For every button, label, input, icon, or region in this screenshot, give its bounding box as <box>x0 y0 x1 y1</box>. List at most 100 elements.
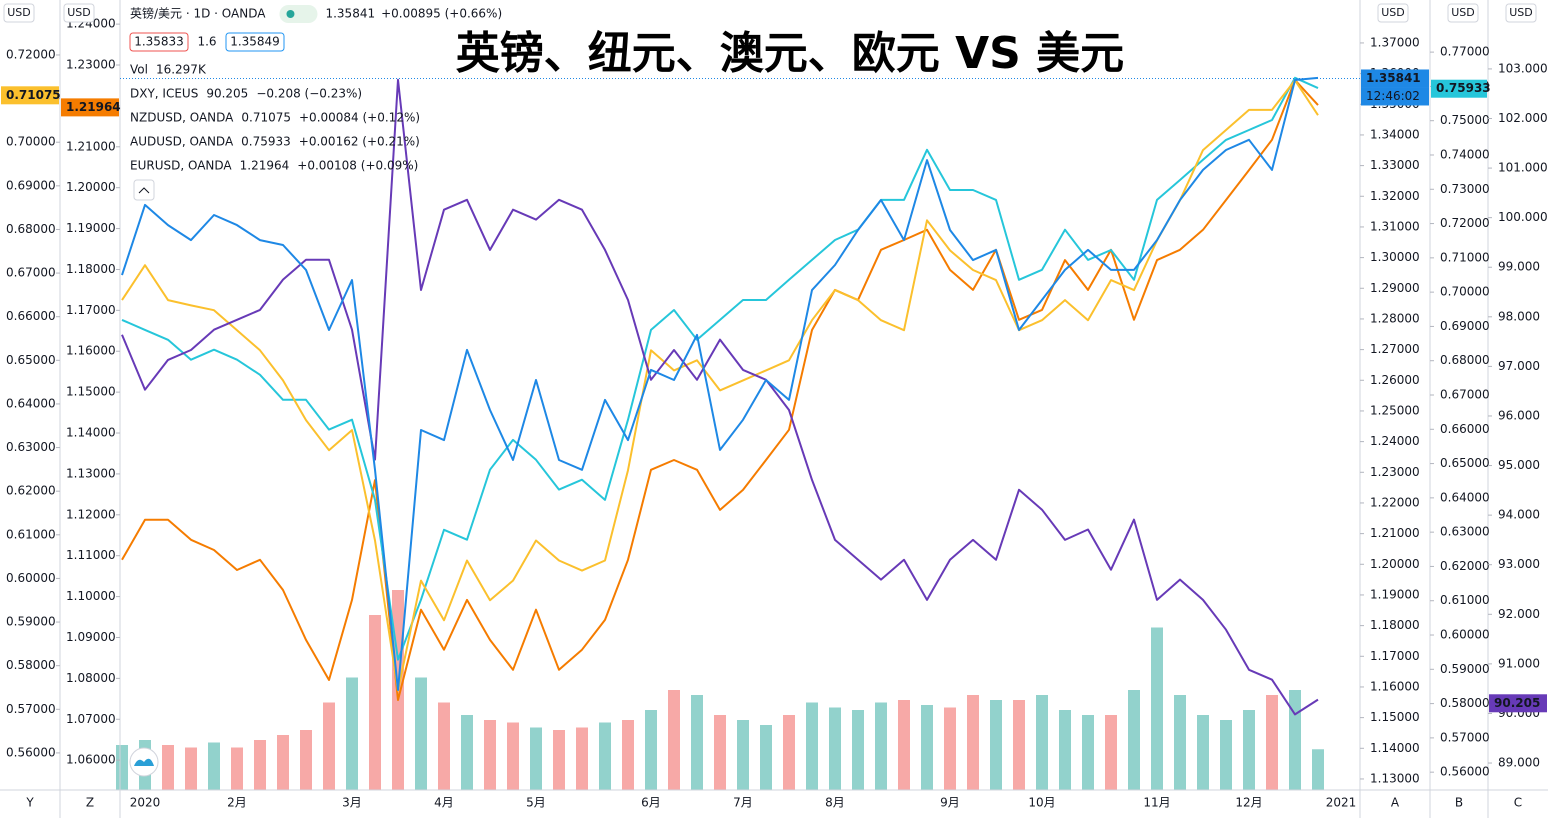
price-label-bg <box>1 86 59 105</box>
x-tick-label: 2020 <box>130 796 161 810</box>
y-tick-label: 0.72000 <box>1440 216 1490 230</box>
volume-bar <box>921 705 933 790</box>
y-tick-label: 1.18000 <box>1370 618 1420 632</box>
volume-layer <box>116 590 1324 790</box>
series-line <box>121 79 1319 701</box>
y-tick-label: 1.23000 <box>66 58 116 72</box>
y-tick-label: 1.37000 <box>1370 35 1420 49</box>
countdown-bg <box>1361 87 1429 106</box>
legend-name: 英镑/美元 · 1D · OANDA <box>130 6 266 21</box>
x-tick-label: 11月 <box>1143 796 1170 810</box>
y-tick-label: 1.17000 <box>66 303 116 317</box>
y-tick-label: 89.000 <box>1498 756 1540 770</box>
price-label-bg <box>1489 694 1547 713</box>
volume-bar <box>691 695 703 790</box>
y-tick-label: 1.33000 <box>1370 158 1420 172</box>
y-tick-label: 0.71000 <box>1440 250 1490 264</box>
legend-value: 0.71075 <box>241 111 291 125</box>
volume-bar <box>645 710 657 790</box>
y-tick-label: 96.000 <box>1498 408 1540 422</box>
y-tick-label: 1.23000 <box>1370 465 1420 479</box>
y-tick-label: 0.74000 <box>1440 147 1490 161</box>
y-tick-label: 95.000 <box>1498 458 1540 472</box>
y-tick-label: 101.000 <box>1498 161 1548 175</box>
legend-change: +0.00108 (+0.09%) <box>297 159 418 173</box>
status-dot <box>286 10 295 18</box>
bid: 1.35833 <box>134 35 184 49</box>
y-tick-label: 1.30000 <box>1370 250 1420 264</box>
volume-bar <box>1220 720 1232 790</box>
y-tick-label: 97.000 <box>1498 359 1540 373</box>
axis-id: B <box>1455 796 1463 810</box>
volume-bar <box>760 725 772 790</box>
y-tick-label: 0.62000 <box>6 484 56 498</box>
series-line <box>121 79 1319 692</box>
axis-unit: USD <box>7 6 31 19</box>
y-tick-label: 0.62000 <box>1440 559 1490 573</box>
y-tick-label: 1.27000 <box>1370 342 1420 356</box>
y-tick-label: 0.60000 <box>6 571 56 585</box>
y-tick-label: 0.65000 <box>6 353 56 367</box>
y-tick-label: 1.25000 <box>1370 403 1420 417</box>
volume-bar <box>1036 695 1048 790</box>
volume-bar <box>1151 627 1163 790</box>
volume-bar <box>852 710 864 790</box>
y-tick-label: 0.64000 <box>1440 490 1490 504</box>
y-tick-label: 0.66000 <box>1440 422 1490 436</box>
chart-title: 英镑、纽元、澳元、欧元 VS 美元 <box>456 28 1124 79</box>
price-label: 1.21964 <box>66 100 121 114</box>
legend-change: +0.00162 (+0.21%) <box>299 135 420 149</box>
y-tick-label: 0.64000 <box>6 396 56 410</box>
volume-bar <box>737 720 749 790</box>
spread: 1.6 <box>197 35 216 49</box>
y-tick-label: 0.57000 <box>1440 730 1490 744</box>
y-tick-label: 0.72000 <box>6 47 56 61</box>
axis-id: C <box>1514 796 1522 810</box>
volume-bar <box>208 742 220 790</box>
axis-id: Y <box>25 796 34 810</box>
axes-layer: 2020 2月 3月 4月 5月 6月 7月 8月 9月 10月 11月 12月 2021 0.56000… <box>1 3 1548 810</box>
volume-bar <box>967 695 979 790</box>
y-tick-label: 1.29000 <box>1370 281 1420 295</box>
volume-bar <box>1082 715 1094 790</box>
y-tick-label: 1.21000 <box>66 139 116 153</box>
y-tick-label: 0.70000 <box>1440 285 1490 299</box>
volume-bar <box>1312 749 1324 790</box>
x-tick-label: 2021 <box>1326 796 1357 810</box>
x-tick-label: 8月 <box>825 796 845 810</box>
volume-bar <box>783 715 795 790</box>
y-tick-label: 1.32000 <box>1370 189 1420 203</box>
volume-bar <box>530 727 542 790</box>
volume-bar <box>875 702 887 790</box>
axis-unit-box <box>1447 3 1479 23</box>
legend-value: 0.75933 <box>241 135 291 149</box>
y-tick-label: 1.14000 <box>66 426 116 440</box>
volume-bar <box>1105 715 1117 790</box>
y-tick-label: 1.19000 <box>1370 587 1420 601</box>
y-tick-label: 1.19000 <box>66 221 116 235</box>
y-tick-label: 0.63000 <box>1440 525 1490 539</box>
y-tick-label: 1.28000 <box>1370 311 1420 325</box>
axis-id: Z <box>86 796 94 810</box>
price-label: 1.35841 <box>1366 71 1421 85</box>
y-tick-label: 0.69000 <box>6 178 56 192</box>
volume-bar <box>1128 690 1140 790</box>
bid-box <box>129 32 189 52</box>
price-label-bg <box>61 98 119 117</box>
line-layer <box>121 76 1319 716</box>
x-tick-label: 4月 <box>434 796 454 810</box>
price-label-bg <box>1431 79 1487 98</box>
y-tick-label: 0.61000 <box>6 527 56 541</box>
axis-unit-box <box>63 3 95 23</box>
y-tick-label: 0.59000 <box>6 615 56 629</box>
y-tick-label: 94.000 <box>1498 508 1540 522</box>
y-tick-label: 1.26000 <box>1370 373 1420 387</box>
volume-bar <box>323 702 335 790</box>
y-tick-label: 0.67000 <box>1440 388 1490 402</box>
collapse-button[interactable] <box>133 179 155 201</box>
y-tick-label: 99.000 <box>1498 260 1540 274</box>
legend-name: AUDUSD, OANDA <box>130 135 234 149</box>
y-tick-label: 1.13000 <box>66 466 116 480</box>
volume-bar <box>254 740 266 790</box>
y-tick-label: 93.000 <box>1498 557 1540 571</box>
